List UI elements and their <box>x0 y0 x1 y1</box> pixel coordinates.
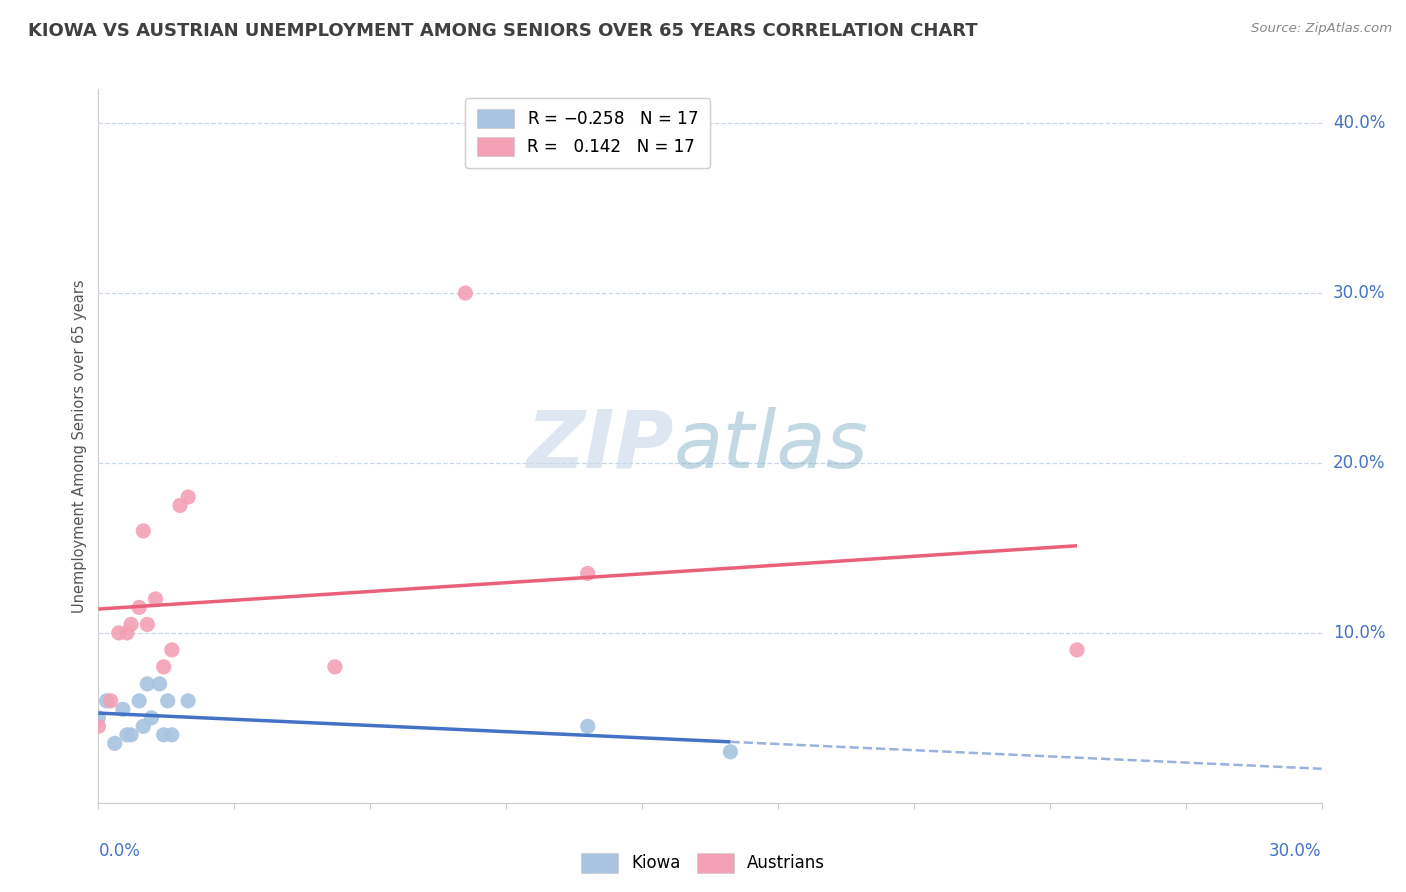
Point <box>87 711 110 725</box>
Point <box>132 524 155 538</box>
Point <box>96 694 118 708</box>
Point <box>128 600 150 615</box>
Text: KIOWA VS AUSTRIAN UNEMPLOYMENT AMONG SENIORS OVER 65 YEARS CORRELATION CHART: KIOWA VS AUSTRIAN UNEMPLOYMENT AMONG SEN… <box>28 22 977 40</box>
Y-axis label: Unemployment Among Seniors over 65 years: Unemployment Among Seniors over 65 years <box>72 279 87 613</box>
Point <box>108 626 131 640</box>
Point <box>576 719 599 733</box>
Text: 30.0%: 30.0% <box>1270 842 1322 860</box>
Point <box>120 728 142 742</box>
Point <box>115 728 138 742</box>
Point <box>87 719 110 733</box>
Point <box>160 728 183 742</box>
Point <box>1066 643 1088 657</box>
Text: Source: ZipAtlas.com: Source: ZipAtlas.com <box>1251 22 1392 36</box>
Point <box>454 286 477 301</box>
Text: ZIP: ZIP <box>526 407 673 485</box>
Point <box>115 626 138 640</box>
Point <box>141 711 163 725</box>
Point <box>323 660 346 674</box>
Point <box>132 719 155 733</box>
Point <box>152 728 174 742</box>
Point <box>156 694 179 708</box>
Point <box>104 736 127 750</box>
Point <box>152 660 174 674</box>
Text: 0.0%: 0.0% <box>98 842 141 860</box>
Point <box>136 617 159 632</box>
Point <box>160 643 183 657</box>
Point <box>145 591 167 606</box>
Point <box>177 694 200 708</box>
Legend: Kiowa, Austrians: Kiowa, Austrians <box>574 847 832 880</box>
Point <box>128 694 150 708</box>
Text: 40.0%: 40.0% <box>1333 114 1385 132</box>
Point <box>149 677 172 691</box>
Point <box>576 566 599 581</box>
Text: 10.0%: 10.0% <box>1333 624 1385 642</box>
Text: 30.0%: 30.0% <box>1333 284 1385 302</box>
Point <box>169 499 191 513</box>
Text: atlas: atlas <box>673 407 868 485</box>
Point <box>100 694 122 708</box>
Point <box>136 677 159 691</box>
Point <box>177 490 200 504</box>
Legend: R = $-$0.258   N = 17, R =   0.142   N = 17: R = $-$0.258 N = 17, R = 0.142 N = 17 <box>465 97 710 168</box>
Text: 20.0%: 20.0% <box>1333 454 1385 472</box>
Point <box>120 617 142 632</box>
Point <box>111 702 134 716</box>
Point <box>718 745 742 759</box>
